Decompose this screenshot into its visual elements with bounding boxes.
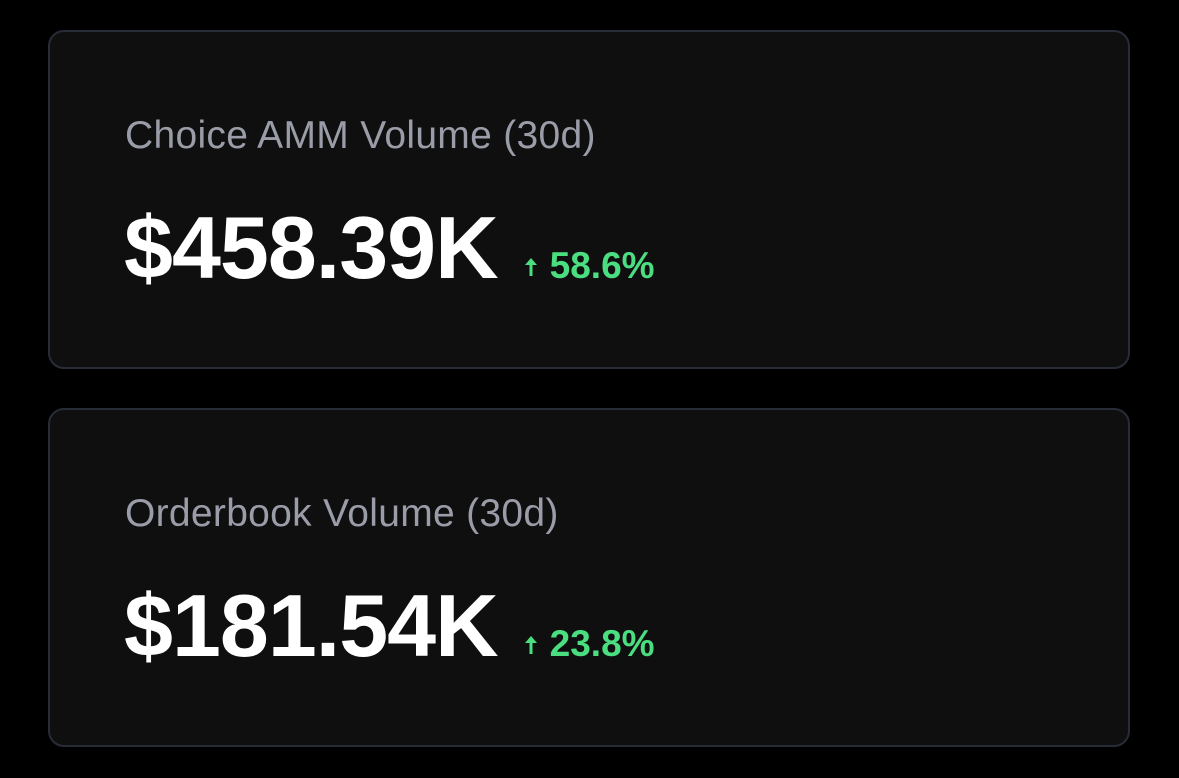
- amm-volume-card: Choice AMM Volume (30d) $458.39K 58.6%: [48, 30, 1130, 369]
- orderbook-volume-change: 23.8%: [549, 623, 655, 664]
- up-arrow-icon: [524, 258, 537, 276]
- amm-volume-change: 58.6%: [549, 245, 655, 286]
- amm-volume-change-badge: 58.6%: [522, 245, 655, 287]
- amm-volume-label: Choice AMM Volume (30d): [125, 114, 596, 157]
- orderbook-volume-label: Orderbook Volume (30d): [125, 492, 559, 535]
- up-arrow-icon: [524, 636, 537, 654]
- orderbook-volume-value-row: $181.54K 23.8%: [124, 576, 655, 676]
- orderbook-volume-card: Orderbook Volume (30d) $181.54K 23.8%: [48, 408, 1130, 747]
- amm-volume-value: $458.39K: [124, 198, 499, 297]
- amm-volume-value-row: $458.39K 58.6%: [124, 198, 655, 298]
- orderbook-volume-change-badge: 23.8%: [522, 623, 655, 665]
- orderbook-volume-value: $181.54K: [124, 576, 499, 675]
